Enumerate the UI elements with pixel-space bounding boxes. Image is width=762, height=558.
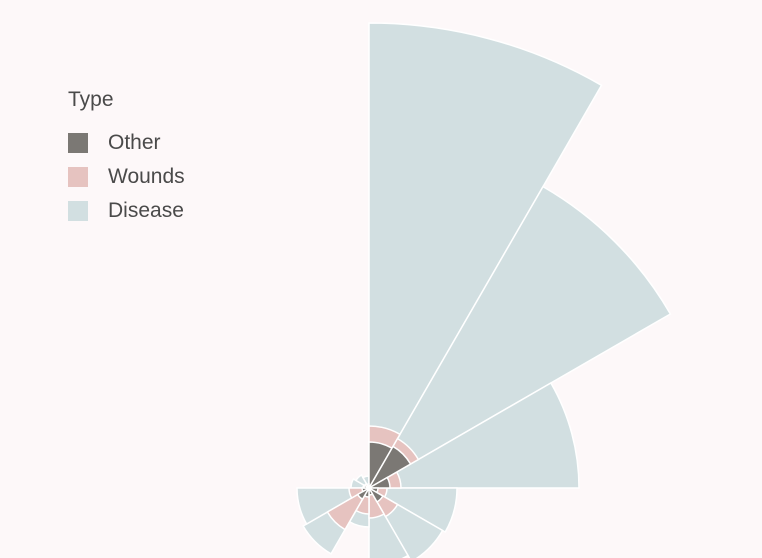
series-disease (296, 22, 672, 558)
wedge-other-4[interactable] (366, 485, 384, 503)
legend-item-wounds[interactable]: Wounds (68, 160, 185, 194)
wedge-other-7[interactable] (356, 485, 372, 501)
legend-label-disease: Disease (108, 199, 184, 222)
legend-title: Type (68, 88, 114, 111)
series-other (356, 441, 412, 503)
legend-label-wounds: Wounds (108, 165, 185, 188)
wedge-other-8[interactable] (361, 487, 372, 493)
legend-label-other: Other (108, 131, 161, 154)
wedge-other-2[interactable] (366, 476, 391, 489)
legend-item-other[interactable]: Other (68, 126, 185, 160)
wedge-wounds-7[interactable] (326, 485, 372, 531)
wedge-disease-3[interactable] (366, 487, 458, 534)
wedge-disease-1[interactable] (366, 185, 672, 491)
wedge-other-11[interactable] (365, 483, 370, 491)
legend-swatch-disease (68, 201, 88, 221)
wedge-other-1[interactable] (366, 445, 412, 491)
wedge-disease-2[interactable] (366, 381, 580, 489)
legend: Type Other Wounds Disease (68, 88, 185, 228)
legend-swatch-other (68, 133, 88, 153)
wedge-disease-0[interactable] (368, 22, 603, 491)
legend-swatch-wounds (68, 167, 88, 187)
legend-item-disease[interactable]: Disease (68, 194, 185, 228)
